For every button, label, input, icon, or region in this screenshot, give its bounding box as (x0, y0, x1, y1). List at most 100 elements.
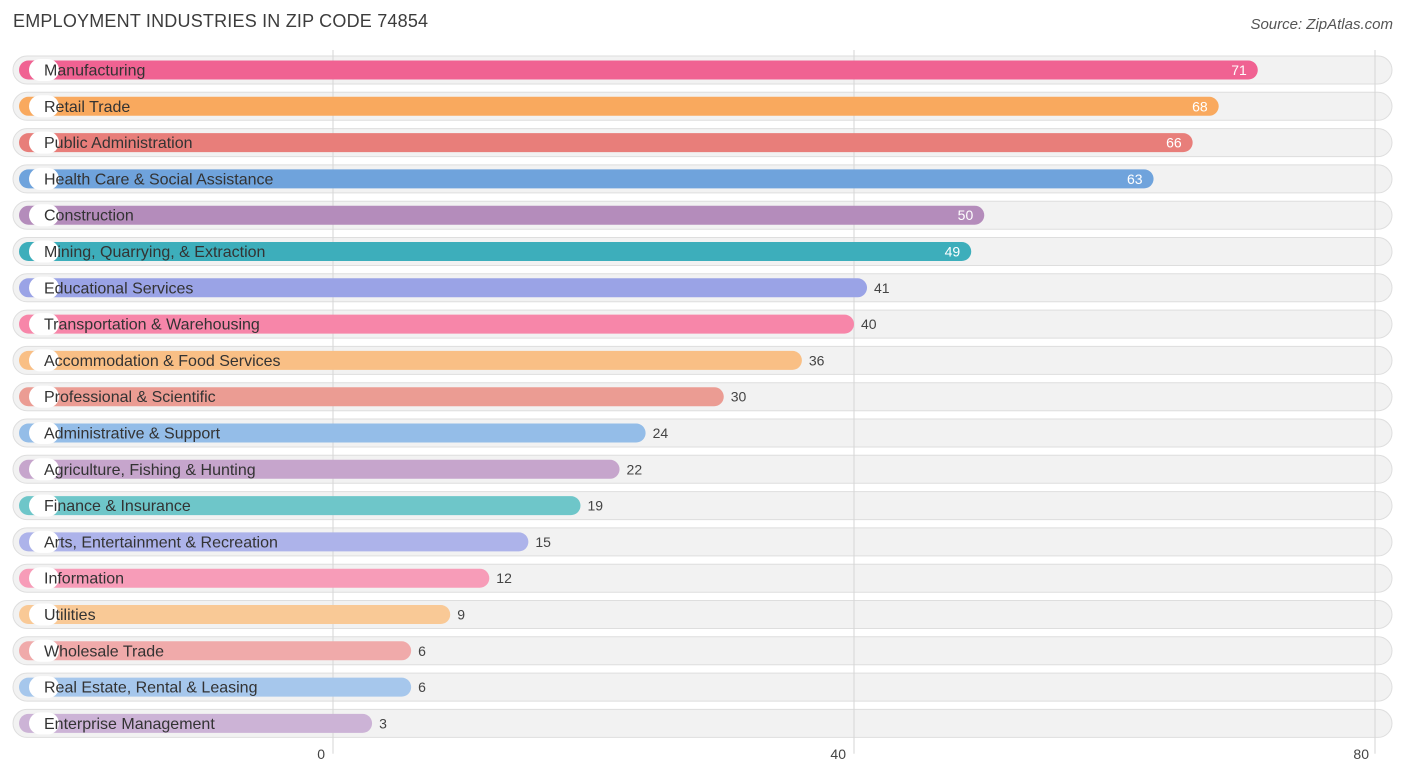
value-label: 41 (874, 280, 890, 296)
category-label-pill (29, 313, 59, 336)
category-label-pill (29, 603, 59, 626)
value-label: 6 (418, 643, 426, 659)
bar (19, 713, 373, 733)
source-label: Source: ZipAtlas.com (1250, 16, 1393, 33)
bar (19, 677, 412, 697)
value-label: 50 (958, 207, 974, 223)
category-label-pill (29, 167, 59, 190)
bar (19, 459, 620, 479)
value-label: 49 (945, 244, 961, 260)
value-label: 15 (535, 534, 551, 550)
bar (19, 133, 1193, 153)
category-label-pill (29, 385, 59, 408)
value-label: 6 (418, 679, 426, 695)
bar-row: Information 12 (19, 567, 512, 590)
category-label: Finance & Insurance (44, 498, 191, 515)
category-label: Agriculture, Fishing & Hunting (44, 462, 256, 479)
bar (19, 169, 1154, 189)
category-label: Construction (44, 208, 134, 225)
bar-row: Accommodation & Food Services 36 (19, 349, 825, 372)
bar-row: Mining, Quarrying, & Extraction 49 (19, 240, 972, 263)
value-label: 12 (496, 570, 512, 586)
category-label-pill (29, 458, 59, 481)
category-label: Wholesale Trade (44, 643, 164, 660)
category-label-pill (29, 639, 59, 662)
bar-row: Finance & Insurance 19 (19, 494, 603, 517)
category-label-pill (29, 240, 59, 263)
value-label: 40 (861, 316, 877, 332)
x-tick-label: 0 (317, 746, 325, 762)
bar-row: Public Administration 66 (19, 131, 1193, 154)
category-label-pill (29, 494, 59, 517)
bar-row: Transportation & Warehousing 40 (19, 313, 877, 336)
bar (19, 278, 868, 298)
x-axis-ticks: 0 40 80 (317, 746, 1369, 762)
category-label: Transportation & Warehousing (44, 317, 260, 334)
category-label-pill (29, 567, 59, 590)
bar-row: Health Care & Social Assistance 63 (19, 167, 1154, 190)
value-label: 63 (1127, 171, 1143, 187)
category-label: Retail Trade (44, 99, 130, 116)
bar-row: Wholesale Trade 6 (19, 639, 426, 662)
category-label: Information (44, 571, 124, 588)
bar-row: Administrative & Support 24 (19, 422, 668, 444)
category-label-pill (29, 276, 59, 299)
value-label: 71 (1231, 62, 1247, 78)
value-label: 24 (653, 425, 669, 441)
category-label-pill (29, 422, 59, 444)
bar-row: Retail Trade 68 (19, 95, 1219, 118)
bar (19, 242, 972, 261)
bar (19, 423, 646, 443)
category-label: Manufacturing (44, 63, 145, 80)
category-label-pill (29, 712, 59, 735)
bars: Manufacturing 71 Retail Trade 68 Public Admi… (19, 59, 1258, 735)
bar (19, 205, 985, 225)
category-label: Administrative & Support (44, 426, 221, 443)
bar (19, 568, 490, 588)
category-label: Real Estate, Rental & Leasing (44, 680, 257, 697)
value-label: 9 (457, 607, 465, 623)
category-label-pill (29, 95, 59, 118)
category-label-pill (29, 349, 59, 372)
category-label-pill (29, 204, 59, 227)
bar-row: Enterprise Management 3 (19, 712, 387, 735)
category-label: Utilities (44, 607, 96, 624)
value-label: 3 (379, 715, 387, 731)
category-label: Professional & Scientific (44, 389, 216, 406)
bar-row: Utilities 9 (19, 603, 465, 626)
value-label: 66 (1166, 135, 1182, 151)
bar (19, 314, 854, 334)
value-label: 68 (1192, 98, 1208, 114)
category-label: Arts, Entertainment & Recreation (44, 534, 278, 551)
bar (19, 96, 1219, 116)
bar (19, 641, 412, 661)
category-label: Health Care & Social Assistance (44, 171, 274, 188)
category-label: Accommodation & Food Services (44, 353, 281, 370)
bar-row: Professional & Scientific 30 (19, 385, 747, 408)
value-label: 30 (731, 389, 747, 405)
bar (19, 350, 802, 370)
x-tick-label: 40 (830, 746, 846, 762)
category-label-pill (29, 131, 59, 154)
bar-row: Manufacturing 71 (19, 59, 1258, 81)
category-label: Educational Services (44, 280, 193, 297)
value-label: 19 (587, 498, 603, 514)
category-label: Enterprise Management (44, 716, 215, 733)
bar (19, 387, 724, 407)
bar-row: Arts, Entertainment & Recreation 15 (19, 530, 551, 553)
bar-row: Agriculture, Fishing & Hunting 22 (19, 458, 642, 481)
bar (19, 60, 1258, 80)
bar (19, 496, 581, 516)
category-label: Public Administration (44, 135, 193, 152)
bar-row: Construction 50 (19, 204, 985, 227)
category-label: Mining, Quarrying, & Extraction (44, 244, 265, 261)
bar (19, 605, 451, 624)
category-label-pill (29, 676, 59, 699)
bar-row: Real Estate, Rental & Leasing 6 (19, 676, 426, 699)
category-label-pill (29, 530, 59, 553)
value-label: 36 (809, 352, 825, 368)
category-label-pill (29, 59, 59, 81)
bar (19, 532, 529, 552)
x-tick-label: 80 (1353, 746, 1369, 762)
